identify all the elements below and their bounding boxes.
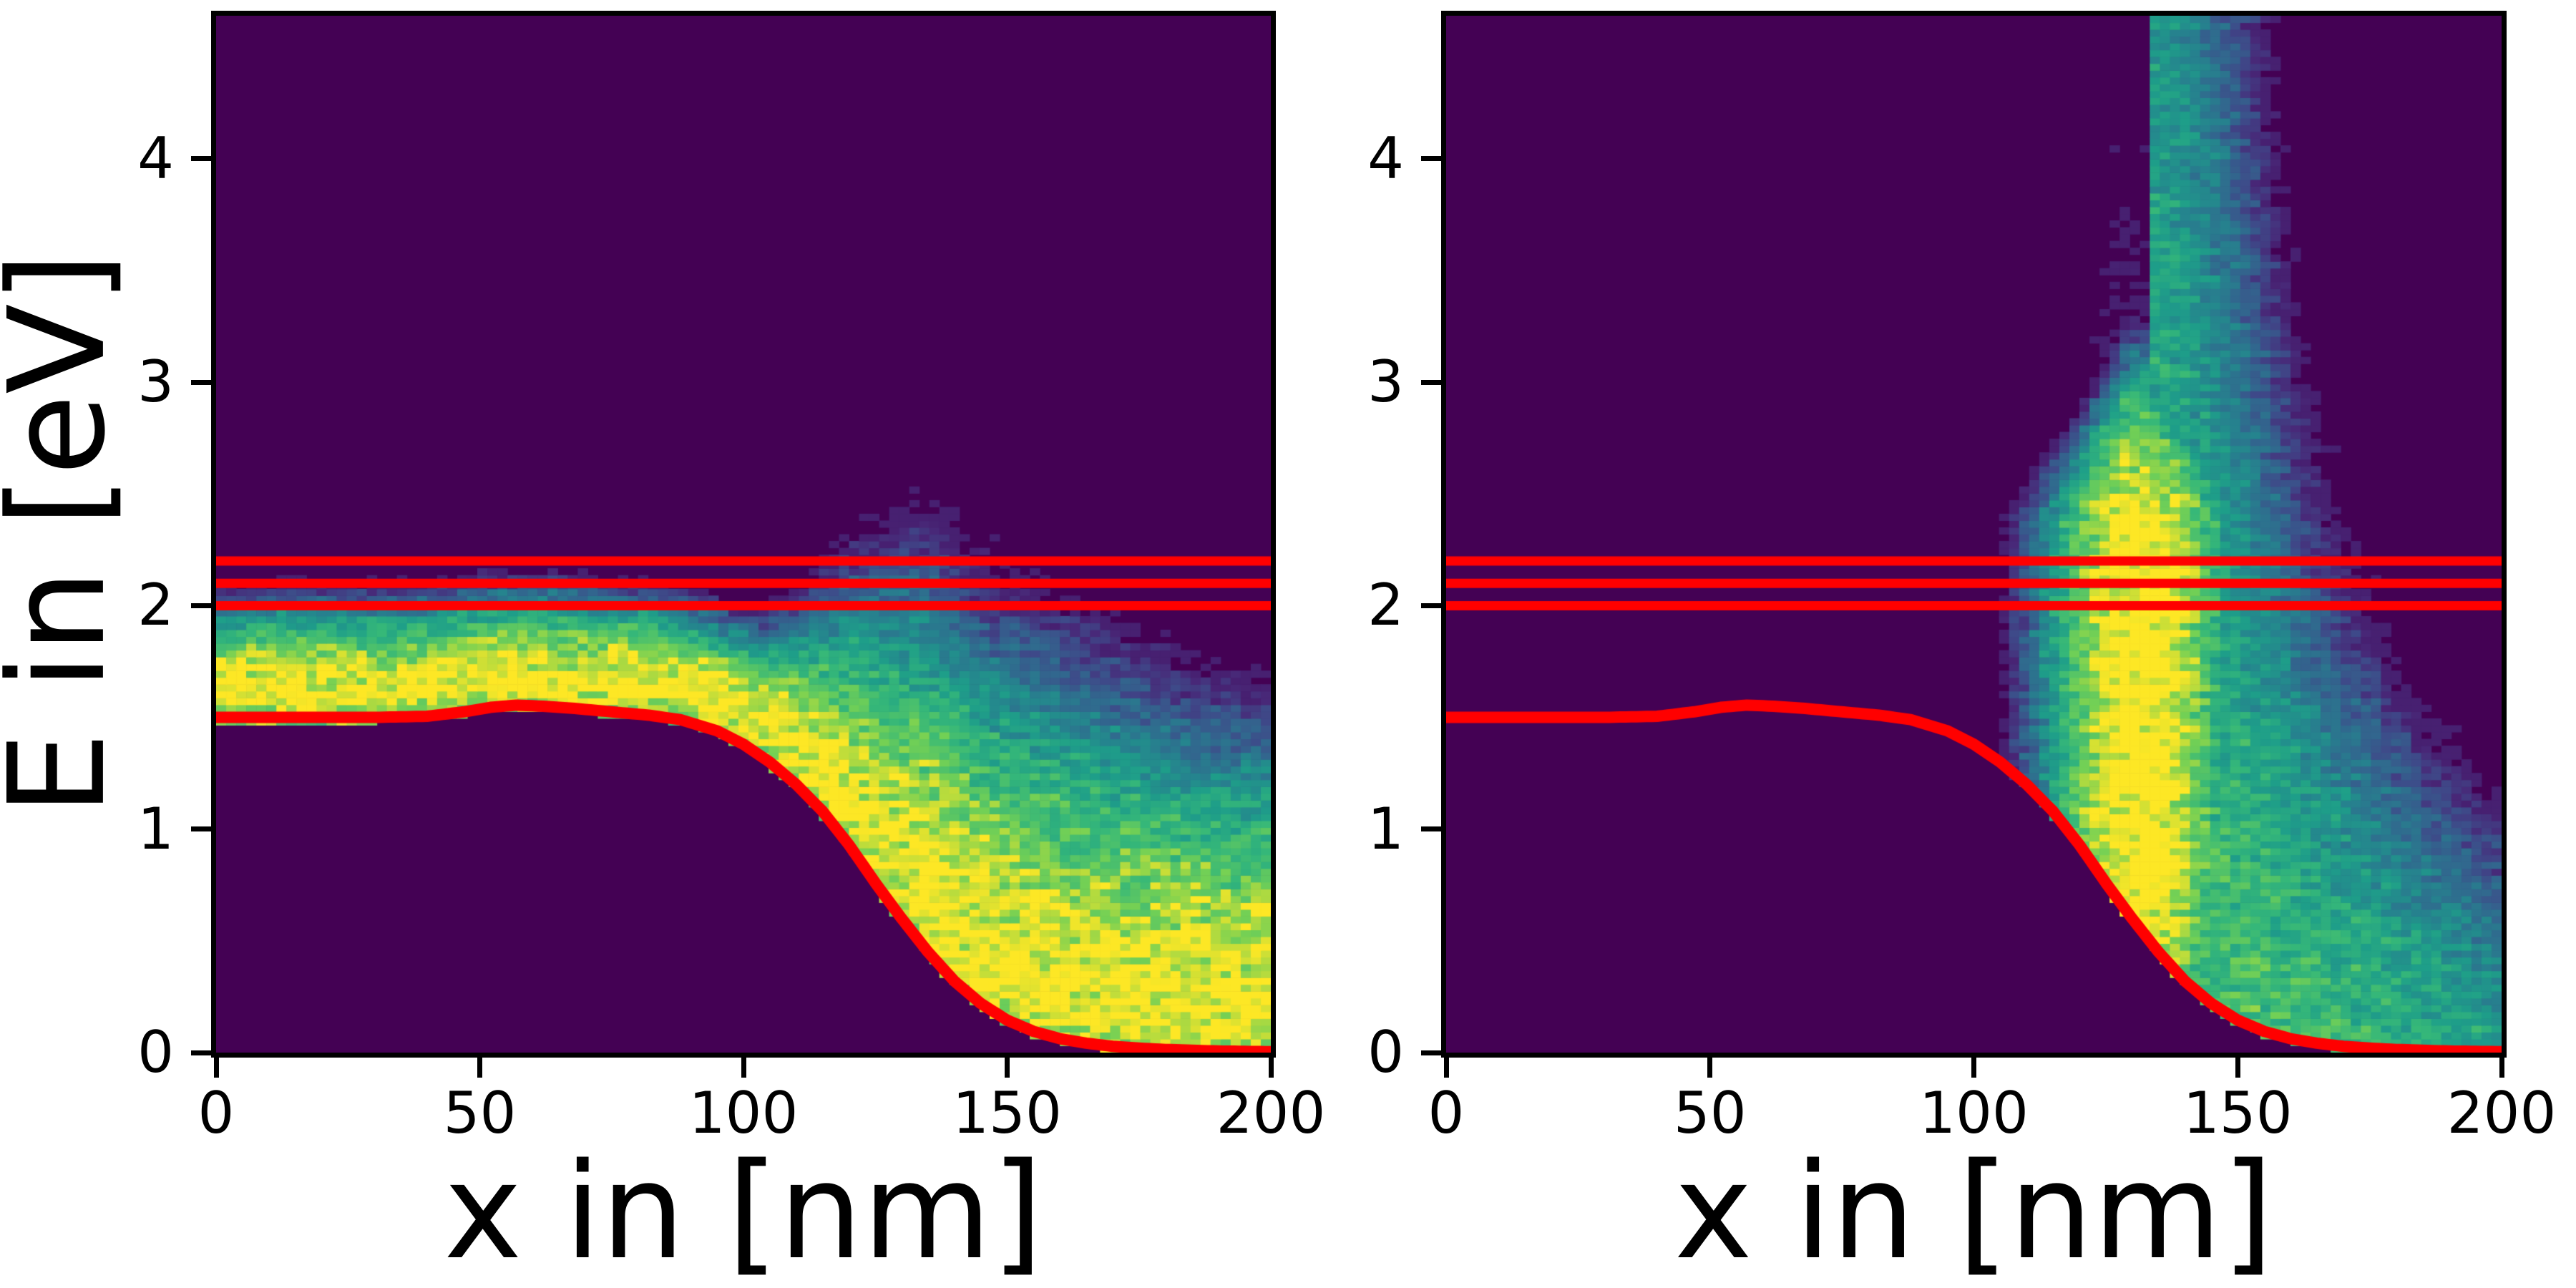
x-tick-left-50 (477, 1058, 482, 1078)
y-axis-label: E in [eV] (0, 252, 135, 816)
y-tick-left-0 (191, 1050, 211, 1055)
y-tick-left-2 (191, 602, 211, 608)
y-tick-left-4 (191, 156, 211, 162)
x-tick-left-150 (1005, 1058, 1010, 1078)
y-tick-right-3 (1421, 379, 1441, 385)
x-tick-right-200 (2499, 1058, 2504, 1078)
x-tick-label-right-200: 200 (2446, 1080, 2557, 1146)
x-tick-label-right-150: 150 (2182, 1080, 2293, 1146)
y-tick-label-right-0: 0 (1367, 1019, 1404, 1085)
x-tick-right-50 (1707, 1058, 1713, 1078)
x-axis-label-left: x in [nm] (444, 1134, 1043, 1288)
y-tick-left-3 (191, 379, 211, 385)
y-tick-label-right-4: 4 (1367, 125, 1404, 192)
x-tick-label-right-0: 0 (1428, 1080, 1465, 1146)
y-tick-right-4 (1421, 156, 1441, 162)
x-tick-right-150 (2235, 1058, 2240, 1078)
left-heatmap-panel (211, 11, 1276, 1058)
right-heatmap-panel (1441, 11, 2507, 1058)
y-tick-label-left-2: 2 (137, 572, 174, 639)
y-tick-label-left-3: 3 (137, 348, 174, 416)
x-tick-label-left-150: 150 (952, 1080, 1062, 1146)
y-tick-label-right-2: 2 (1367, 572, 1404, 639)
y-tick-label-right-3: 3 (1367, 348, 1404, 416)
y-tick-right-1 (1421, 826, 1441, 832)
y-tick-left-1 (191, 826, 211, 832)
y-tick-label-left-0: 0 (137, 1019, 174, 1085)
y-tick-label-right-1: 1 (1367, 795, 1404, 862)
x-tick-label-left-0: 0 (197, 1080, 235, 1146)
left-heatmap-canvas (216, 16, 1271, 1053)
x-tick-right-0 (1443, 1058, 1449, 1078)
y-tick-label-left-1: 1 (137, 795, 174, 862)
x-tick-left-0 (213, 1058, 219, 1078)
y-tick-right-0 (1421, 1050, 1441, 1055)
x-tick-label-right-100: 100 (1919, 1080, 2029, 1146)
y-tick-label-left-4: 4 (137, 125, 174, 192)
x-tick-left-100 (741, 1058, 746, 1078)
x-tick-label-right-50: 50 (1673, 1080, 1747, 1146)
x-tick-label-left-200: 200 (1216, 1080, 1326, 1146)
right-heatmap-canvas (1446, 16, 2502, 1053)
x-axis-label-right: x in [nm] (1674, 1134, 2274, 1288)
y-tick-right-2 (1421, 602, 1441, 608)
x-tick-label-left-50: 50 (443, 1080, 517, 1146)
x-tick-right-100 (1971, 1058, 1976, 1078)
x-tick-left-200 (1268, 1058, 1274, 1078)
x-tick-label-left-100: 100 (688, 1080, 799, 1146)
